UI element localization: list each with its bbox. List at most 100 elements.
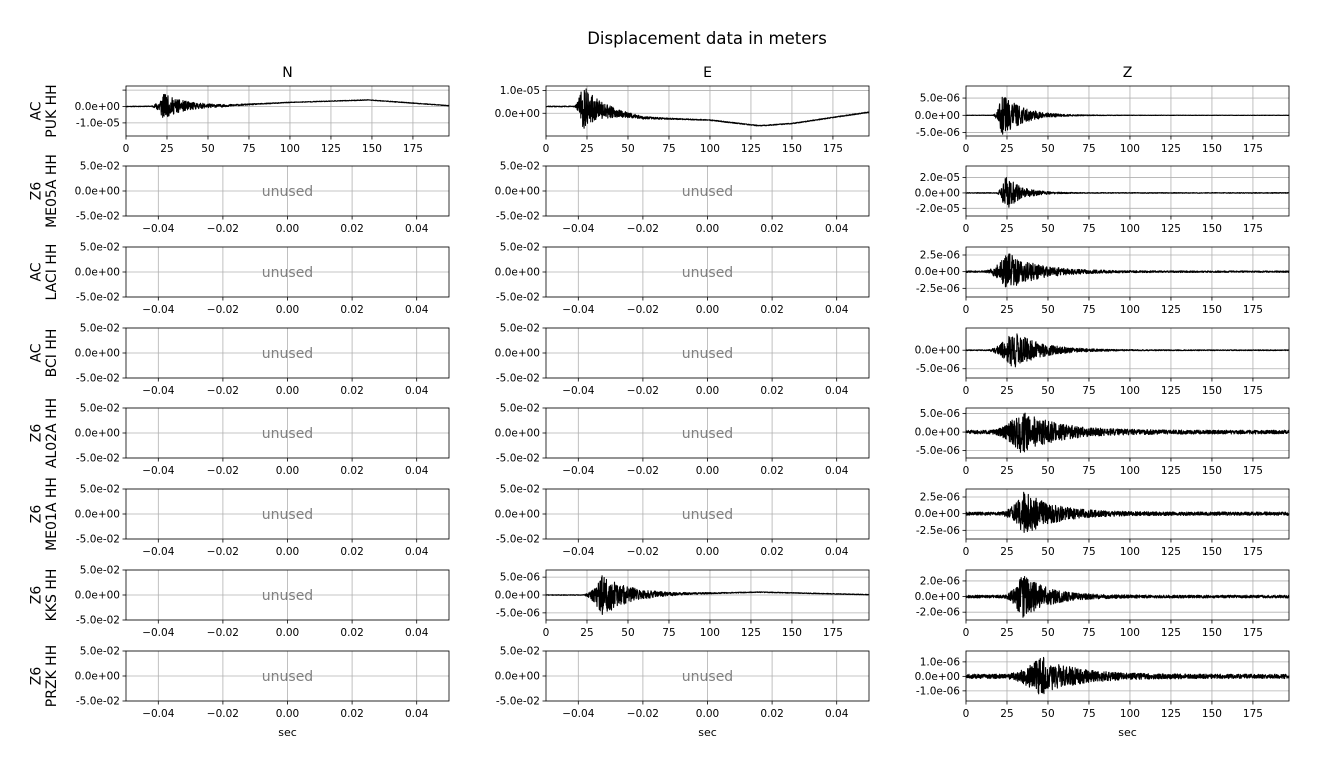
- x-tick-label: 0: [543, 627, 550, 639]
- y-tick-label: 5.0e-02: [500, 323, 540, 335]
- x-tick-label: 0.04: [405, 546, 429, 558]
- y-tick-label: 0.0e+00: [495, 509, 540, 521]
- x-tick-label: 0: [963, 546, 970, 558]
- figure-title: Displacement data in meters: [587, 29, 827, 48]
- station-label: Z6KKS HH: [29, 569, 60, 622]
- displacement-trace: [965, 412, 1290, 453]
- y-tick-label: 0.0e+00: [495, 186, 540, 198]
- y-tick-label: 5.0e-02: [80, 242, 120, 254]
- axes-frame: [125, 165, 450, 217]
- x-tick-label: 0.02: [760, 304, 783, 316]
- x-axis-label: sec: [278, 726, 297, 739]
- station-row: Z6ME05A HH −0.04 −0.02 0.00 0.02 0.04 5.0e-02 0…: [29, 154, 1290, 235]
- axes-frame: [125, 407, 450, 459]
- x-tick-label: −0.02: [207, 708, 239, 720]
- y-tick-label: 0.0e+00: [75, 267, 120, 279]
- axes-frame: [125, 488, 450, 540]
- x-tick-label: 175: [1243, 627, 1263, 639]
- y-tick-label: -5.0e-02: [76, 453, 120, 465]
- y-tick-label: -5.0e-02: [76, 211, 120, 223]
- x-tick-label: 175: [1243, 465, 1263, 477]
- x-tick-label: 175: [823, 627, 843, 639]
- y-tick-label: 5.0e-02: [80, 565, 120, 577]
- y-tick-label: 5.0e-02: [80, 484, 120, 496]
- station-row: Z6AL02A HH −0.04 −0.02 0.00 0.02 0.04 5.0e-02 0…: [29, 398, 1290, 477]
- y-tick-label: 1.0e-05: [500, 85, 540, 97]
- x-tick-label: 100: [280, 143, 300, 155]
- y-tick-label: -5.0e-02: [76, 292, 120, 304]
- x-tick-label: 0.02: [340, 627, 363, 639]
- x-tick-label: 75: [1082, 465, 1095, 477]
- x-tick-label: 125: [741, 143, 761, 155]
- x-tick-label: 175: [1243, 223, 1263, 235]
- x-tick-label: −0.04: [562, 385, 594, 397]
- x-tick-label: −0.04: [142, 223, 174, 235]
- x-tick-label: 125: [1161, 223, 1181, 235]
- x-tick-label: 50: [201, 143, 214, 155]
- x-tick-label: 50: [1041, 223, 1054, 235]
- station-label: Z6ME05A HH: [29, 154, 60, 228]
- x-tick-label: 175: [1243, 708, 1263, 720]
- subplot-panel: −0.04 −0.02 0.00 0.02 0.04 5.0e-02 0.0e+00 -5.0…: [75, 646, 450, 739]
- x-tick-label: 0.00: [696, 708, 719, 720]
- y-tick-label: 5.0e-02: [80, 323, 120, 335]
- x-tick-label: 100: [1120, 546, 1140, 558]
- y-tick-label: 0.0e+00: [75, 671, 120, 683]
- x-tick-label: 25: [580, 143, 593, 155]
- x-tick-label: 0.00: [276, 627, 299, 639]
- x-tick-label: 75: [662, 627, 675, 639]
- x-tick-label: 0.02: [340, 546, 363, 558]
- x-tick-label: 25: [1000, 143, 1013, 155]
- column-title-e: E: [703, 65, 712, 81]
- x-tick-label: 75: [1082, 385, 1095, 397]
- x-tick-label: 150: [782, 143, 802, 155]
- x-tick-label: 150: [1202, 385, 1222, 397]
- unused-label: unused: [682, 346, 733, 362]
- unused-label: unused: [262, 507, 313, 523]
- x-tick-label: 0: [963, 223, 970, 235]
- x-tick-label: −0.02: [627, 385, 659, 397]
- station-name: ME01A HH: [44, 477, 60, 551]
- y-tick-label: 0.0e+00: [915, 110, 960, 122]
- station-label: ACBCI HH: [29, 329, 60, 378]
- y-tick-label: 5.0e-02: [500, 403, 540, 415]
- subplot-panel: 0 25 50 75 100 125 150 175 1.0e-06 0.0e+00 -1.0e-0…: [915, 650, 1290, 739]
- y-tick-label: -1.0e-05: [76, 117, 120, 129]
- x-tick-label: 0.02: [760, 223, 783, 235]
- y-tick-label: 0.0e+00: [915, 427, 960, 439]
- y-tick-label: 0.0e+00: [495, 428, 540, 440]
- subplot-panel: −0.04 −0.02 0.00 0.02 0.04 5.0e-02 0.0e+00 -5.0…: [495, 484, 870, 558]
- y-tick-label: -2.0e-06: [916, 607, 960, 619]
- unused-label: unused: [262, 346, 313, 362]
- station-name: BCI HH: [44, 329, 60, 378]
- unused-label: unused: [262, 588, 313, 604]
- station-row: Z6PRZK HH −0.04 −0.02 0.00 0.02 0.04 5.0e-02 0.…: [29, 645, 1290, 739]
- x-tick-label: 25: [1000, 385, 1013, 397]
- x-tick-label: 125: [1161, 627, 1181, 639]
- y-tick-label: -5.0e-06: [916, 127, 960, 139]
- x-tick-label: 0.02: [760, 465, 783, 477]
- x-tick-label: −0.02: [627, 708, 659, 720]
- subplot-panel: 0 25 50 75 100 125 150 175 5.0e-06 0.0e+00 -5.0e-0…: [915, 85, 1290, 155]
- x-tick-label: 25: [160, 143, 173, 155]
- y-tick-label: -2.5e-06: [916, 525, 960, 537]
- y-tick-label: 0.0e+00: [915, 671, 960, 683]
- x-tick-label: 125: [1161, 708, 1181, 720]
- x-tick-label: −0.02: [627, 465, 659, 477]
- x-tick-label: 0.00: [276, 465, 299, 477]
- axes-frame: [545, 488, 870, 540]
- subplot-panel: −0.04 −0.02 0.00 0.02 0.04 5.0e-02 0.0e+00 -5.0…: [495, 646, 870, 739]
- x-tick-label: 0.04: [825, 304, 849, 316]
- x-tick-label: 0: [123, 143, 130, 155]
- axes-frame: [125, 650, 450, 702]
- x-tick-label: 50: [621, 143, 634, 155]
- x-tick-label: 50: [621, 627, 634, 639]
- y-tick-label: -2.0e-05: [916, 203, 960, 215]
- y-tick-label: 0.0e+00: [915, 266, 960, 278]
- y-tick-label: -5.0e-02: [496, 211, 540, 223]
- x-tick-label: 100: [1120, 708, 1140, 720]
- y-tick-label: 5.0e-06: [920, 408, 961, 420]
- x-tick-label: 0: [543, 143, 550, 155]
- axes-frame: [965, 85, 1290, 137]
- x-tick-label: 150: [1202, 304, 1222, 316]
